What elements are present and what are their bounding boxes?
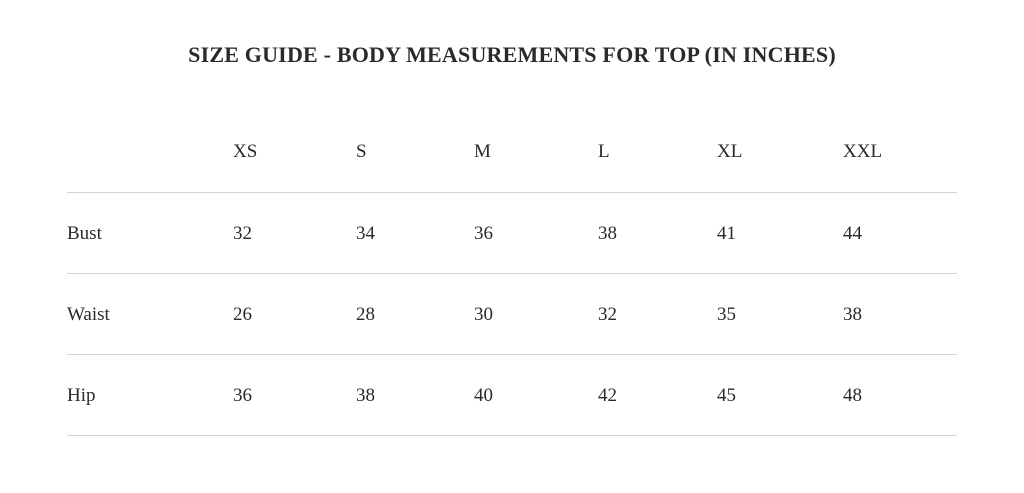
- table-header-row: XS S M L XL XXL: [67, 112, 957, 192]
- table-row: Bust 32 34 36 38 41 44: [67, 192, 957, 274]
- row-label: Hip: [67, 384, 96, 406]
- row-label: Waist: [67, 303, 110, 325]
- row-label: Bust: [67, 222, 102, 244]
- table-cell: 32: [233, 222, 252, 244]
- table-cell: 40: [474, 384, 493, 406]
- table-cell: 35: [717, 303, 736, 325]
- table-cell: 38: [843, 303, 862, 325]
- header-xl: XL: [717, 141, 743, 162]
- table-row: Waist 26 28 30 32 35 38: [67, 273, 957, 355]
- table-cell: 41: [717, 222, 736, 244]
- header-l: L: [598, 141, 610, 162]
- table-cell: 36: [233, 384, 252, 406]
- table-cell: 30: [474, 303, 493, 325]
- table-cell: 42: [598, 384, 617, 406]
- table-cell: 26: [233, 303, 252, 325]
- table-cell: 44: [843, 222, 862, 244]
- table-cell: 28: [356, 303, 375, 325]
- table-cell: 36: [474, 222, 493, 244]
- header-m: M: [474, 141, 491, 162]
- table-bottom-divider: [67, 435, 957, 436]
- table-cell: 38: [356, 384, 375, 406]
- header-s: S: [356, 141, 367, 162]
- table-cell: 48: [843, 384, 862, 406]
- table-cell: 38: [598, 222, 617, 244]
- table-cell: 32: [598, 303, 617, 325]
- table-cell: 45: [717, 384, 736, 406]
- header-xs: XS: [233, 141, 258, 162]
- table-cell: 34: [356, 222, 375, 244]
- page-title: SIZE GUIDE - BODY MEASUREMENTS FOR TOP (…: [188, 42, 836, 67]
- header-xxl: XXL: [843, 141, 883, 162]
- table-row: Hip 36 38 40 42 45 48: [67, 354, 957, 436]
